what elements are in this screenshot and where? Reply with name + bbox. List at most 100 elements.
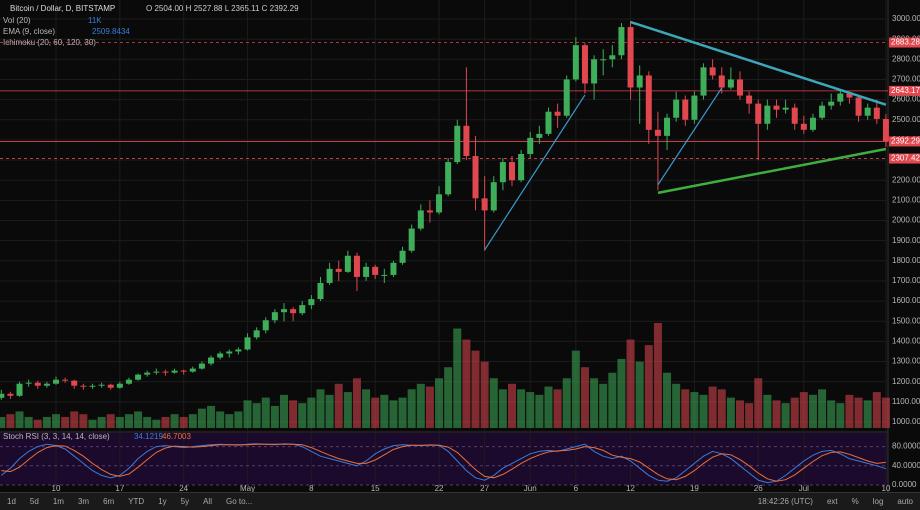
stoch-k-value: 34.1219 (134, 432, 163, 441)
trend-line (657, 87, 723, 186)
candle-body (299, 305, 306, 314)
trend-line (484, 94, 586, 251)
volume-bar (115, 416, 124, 428)
y-tick-label: 1600.00 (892, 296, 920, 305)
candle-body (855, 97, 862, 116)
candle-body (782, 107, 789, 110)
candle-body (426, 210, 433, 213)
candle-body (600, 59, 607, 61)
y-tick-label: 1900.00 (892, 236, 920, 245)
candle-body (34, 382, 41, 386)
toolbar-button[interactable]: 1m (52, 497, 64, 506)
toolbar-button[interactable]: ext (826, 497, 838, 506)
candle-body (25, 382, 32, 384)
x-tick-label: 15 (371, 484, 380, 492)
volume-bar (480, 361, 489, 428)
volume-bar (234, 411, 243, 428)
candle-body (326, 268, 333, 283)
volume-bar (544, 386, 553, 428)
volume-bar (124, 414, 133, 428)
y-tick-label: 2700.00 (892, 75, 920, 84)
candle-body (509, 162, 515, 181)
toolbar-button[interactable]: Go to... (225, 497, 253, 506)
volume-bar (726, 397, 735, 428)
ema-label: EMA (9, close) (3, 27, 55, 36)
ema-value: 2509.8434 (92, 27, 130, 36)
candle-body (691, 95, 698, 120)
volume-bar (252, 403, 261, 428)
candle-body (344, 255, 351, 272)
toolbar-button[interactable]: auto (897, 497, 913, 506)
toolbar-button[interactable]: 5y (180, 497, 190, 506)
toolbar-button[interactable]: 5d (29, 497, 39, 506)
volume-bar (462, 339, 471, 428)
candle-body (390, 262, 397, 275)
toolbar: 1d 5d 1m 3m 6m YTD 1y 5y All Go to... 18:42:26 (UT… (0, 492, 920, 510)
candle-body (828, 101, 835, 106)
volume-bar (307, 397, 316, 428)
toolbar-button[interactable]: YTD (128, 497, 145, 506)
candle-body (98, 384, 105, 386)
volume-bar (608, 372, 617, 428)
volume-bar (143, 416, 152, 428)
candle-body (609, 55, 616, 60)
volume-bar (763, 394, 772, 428)
volume-bar (836, 403, 845, 428)
volume-bar (754, 378, 763, 428)
stoch-title: Stoch RSI (3, 3, 14, 14, close) (3, 432, 110, 441)
trend-line (630, 20, 887, 106)
volume-bar (872, 392, 881, 428)
candle-body (144, 372, 151, 375)
volume-bar (553, 389, 562, 428)
volume-bar (389, 400, 398, 428)
volume-bar (161, 416, 170, 428)
candle-body (746, 95, 753, 104)
candle-body (43, 383, 50, 386)
volume-bar (635, 361, 644, 428)
volume-bar (33, 419, 42, 428)
volume-bar (79, 414, 88, 428)
candle-body (107, 384, 114, 388)
candle-body (244, 337, 251, 350)
volume-bar (653, 323, 662, 428)
candle-body (171, 370, 178, 373)
y-tick-label: 2200.00 (892, 175, 920, 184)
volume-bar (699, 394, 708, 428)
volume-bar (845, 394, 854, 428)
toolbar-button[interactable]: 1d (7, 497, 16, 506)
candle-body (335, 268, 342, 272)
toolbar-button[interactable]: 3m (77, 497, 90, 506)
candle-body (436, 194, 443, 213)
candle-body (800, 123, 807, 130)
candle-body (0, 393, 5, 398)
volume-bar (134, 411, 143, 428)
volume-bar (197, 408, 206, 428)
toolbar-button[interactable]: log (872, 497, 884, 506)
toolbar-button[interactable]: 1y (158, 497, 167, 506)
candle-body (773, 105, 780, 110)
candle-body (846, 93, 853, 98)
candle-body (673, 99, 680, 118)
y-tick-label: 3000.00 (892, 14, 920, 23)
price-label-box (889, 37, 920, 48)
candle-body (7, 393, 14, 396)
stoch-tick-label: 0.0000 (892, 480, 917, 489)
candle-body (472, 156, 479, 199)
candle-body (518, 154, 525, 181)
candle-body (308, 299, 315, 306)
price-label-box (889, 136, 920, 147)
candle-body (80, 385, 87, 387)
volume-bar (444, 367, 453, 428)
ohlc-text: O 2504.00 H 2527.88 L 2365.11 C 2392.29 (146, 4, 299, 13)
volume-label: Vol (20) (3, 16, 31, 25)
x-tick-label: 24 (179, 484, 188, 492)
toolbar-button[interactable]: 6m (103, 497, 115, 506)
toolbar-button[interactable]: All (203, 497, 212, 506)
volume-bar (270, 405, 279, 428)
candle-body (581, 45, 588, 84)
volume-bar (745, 403, 754, 428)
toolbar-button[interactable]: % (851, 497, 859, 506)
x-tick-label: 19 (690, 484, 699, 492)
trend-line (657, 147, 887, 195)
